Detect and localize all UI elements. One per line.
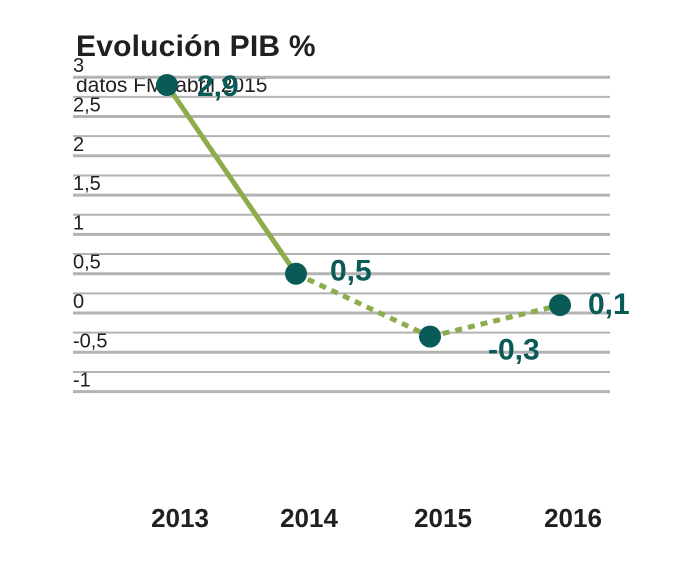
data-labels: 2,9 0,5 -0,3 0,1	[197, 70, 630, 367]
x-axis-ticks: 2013 2014 2015 2016	[151, 503, 602, 533]
y-tick-label: 2,5	[73, 95, 101, 117]
data-label: 0,5	[330, 255, 372, 288]
data-point	[285, 262, 307, 285]
y-tick-label: 2	[73, 134, 84, 156]
series-points	[156, 74, 571, 348]
y-tick-label: -1	[73, 370, 91, 392]
chart-title: Evolución PIB %	[76, 30, 316, 63]
y-tick-label: 3	[73, 55, 84, 77]
y-tick-label: 0,5	[73, 252, 101, 274]
y-axis-ticks: 3 2,5 2 1,5 1 0,5 0 -0,5 -1	[73, 55, 107, 391]
x-tick-label: 2014	[280, 503, 338, 533]
line-segment	[429, 302, 561, 340]
line-segment	[164, 83, 299, 276]
data-label: -0,3	[488, 334, 540, 367]
line-segment	[294, 271, 432, 339]
y-tick-label: 0	[73, 291, 84, 313]
series-line	[164, 83, 561, 340]
y-tick-label: 1,5	[73, 173, 101, 195]
data-point	[156, 74, 178, 97]
data-point	[549, 294, 571, 317]
data-label: 0,1	[588, 288, 630, 321]
y-tick-label: 1	[73, 212, 84, 234]
x-tick-label: 2013	[151, 503, 209, 533]
x-tick-label: 2015	[414, 503, 472, 533]
y-tick-label: -0,5	[73, 330, 107, 352]
x-tick-label: 2016	[544, 503, 602, 533]
data-label: 2,9	[197, 70, 239, 103]
data-point	[419, 325, 441, 348]
